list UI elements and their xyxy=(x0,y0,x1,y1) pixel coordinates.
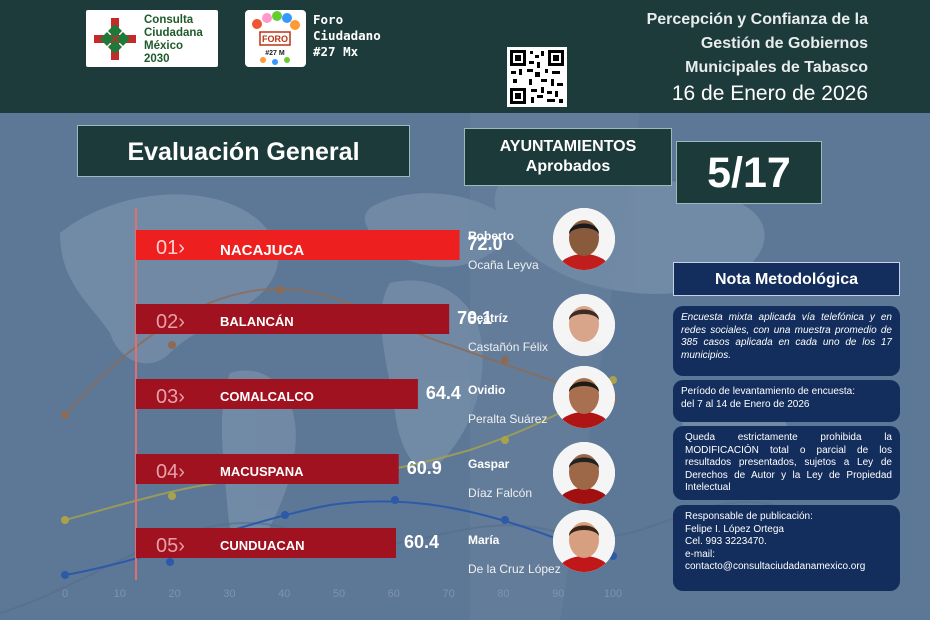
x-tick-label: 70 xyxy=(442,588,454,600)
person-photo xyxy=(553,208,615,270)
bar-balancán xyxy=(136,304,450,334)
decor-point-brown-4 xyxy=(501,356,509,364)
person-photo xyxy=(553,510,615,572)
x-tick-label: 30 xyxy=(223,588,235,600)
category-label: BALANCÁN xyxy=(220,314,294,329)
x-tick-label: 0 xyxy=(62,588,68,600)
person-first-name: Ovidio xyxy=(468,383,506,397)
person-first-name: Gaspar xyxy=(468,457,510,471)
x-tick-label: 60 xyxy=(388,588,400,600)
foro-logo: FORO #27 M xyxy=(245,10,306,67)
person-first-name: Roberto xyxy=(468,229,514,243)
avatar-icon xyxy=(553,208,615,270)
person-photo xyxy=(553,294,615,356)
header-bar: Consulta Ciudadana México 2030 FORO #27 … xyxy=(0,0,930,113)
rank-label: 02› xyxy=(156,311,185,333)
avatar-icon xyxy=(553,510,615,572)
avatar-icon xyxy=(553,366,615,428)
nota-sample-text: Encuesta mixta aplicada vía telefónica y… xyxy=(673,306,900,376)
category-label: NACAJUCA xyxy=(220,242,304,259)
nota-title: Nota Metodológica xyxy=(673,262,900,296)
decor-point-blue-1 xyxy=(166,558,174,566)
x-tick-label: 10 xyxy=(114,588,126,600)
person-last-name: Peralta Suárez xyxy=(468,412,548,426)
person-last-name: De la Cruz López xyxy=(468,562,561,576)
rank-label: 03› xyxy=(156,386,185,408)
foro-sub-text: #27 M xyxy=(265,50,285,57)
person-photo xyxy=(553,442,615,504)
avatar-icon xyxy=(553,442,615,504)
approved-label: AYUNTAMIENTOS Aprobados xyxy=(464,128,672,186)
value-label: 70.1 xyxy=(457,308,492,328)
nota-contact: Responsable de publicación: Felipe I. Ló… xyxy=(673,505,900,591)
consulta-logo-text: Consulta Ciudadana México 2030 xyxy=(144,14,203,65)
decor-point-blue-4 xyxy=(501,516,509,524)
rank-label: 05› xyxy=(156,535,185,557)
avatar-icon xyxy=(553,294,615,356)
foro-text: Foro Ciudadano #27 Mx xyxy=(313,12,381,59)
person-photo xyxy=(553,366,615,428)
decor-point-brown-0 xyxy=(61,411,69,419)
decor-point-brown-1 xyxy=(168,341,176,349)
decor-point-blue-0 xyxy=(61,571,69,579)
x-tick-label: 20 xyxy=(168,588,180,600)
category-label: CUNDUACAN xyxy=(220,538,305,553)
person-first-name: María xyxy=(468,533,500,547)
decor-point-olive-0 xyxy=(61,516,69,524)
contact-email[interactable]: contacto@consultaciudadanamexico.org xyxy=(685,561,866,572)
x-tick-label: 40 xyxy=(278,588,290,600)
decor-point-blue-3 xyxy=(391,496,399,504)
person-first-name: Beatríz xyxy=(468,311,509,325)
consulta-logo: Consulta Ciudadana México 2030 xyxy=(86,10,218,67)
foro-people-icon: FORO #27 M xyxy=(252,11,300,65)
value-label: 60.9 xyxy=(407,458,442,478)
x-tick-label: 50 xyxy=(333,588,345,600)
x-tick-label: 80 xyxy=(497,588,509,600)
bar-comalcalco xyxy=(136,379,418,409)
person-last-name: Castañón Félix xyxy=(468,340,549,354)
nota-period-text: Período de levantamiento de encuesta: de… xyxy=(673,380,900,422)
decor-point-brown-2 xyxy=(276,286,284,294)
nota-copyright-text: Queda estrictamente prohibida la MODIFIC… xyxy=(673,426,900,500)
decor-point-blue-2 xyxy=(281,511,289,519)
x-tick-label: 90 xyxy=(552,588,564,600)
x-tick-label: 100 xyxy=(604,588,622,600)
header-title: Percepción y Confianza de la Gestión de … xyxy=(647,8,868,108)
foro-badge-text: FORO xyxy=(262,34,288,44)
qr-code-icon[interactable] xyxy=(507,47,567,107)
person-last-name: Ocaña Leyva xyxy=(468,258,539,272)
section-title: Evaluación General xyxy=(77,125,410,177)
bar-macuspana xyxy=(136,454,399,484)
bar-nacajuca xyxy=(136,230,460,260)
rank-label: 04› xyxy=(156,461,185,483)
header-date: 16 de Enero de 2026 xyxy=(671,82,868,105)
value-label: 72.0 xyxy=(468,234,503,254)
bar-cunduacan xyxy=(136,528,396,558)
person-last-name: Díaz Falcón xyxy=(468,486,533,500)
category-label: COMALCALCO xyxy=(220,389,314,404)
value-label: 64.4 xyxy=(426,383,461,403)
approved-count: 5/17 xyxy=(676,141,822,204)
decor-point-olive-1 xyxy=(168,492,176,500)
cross-logo-icon xyxy=(94,18,136,60)
value-label: 60.4 xyxy=(404,532,439,552)
rank-label: 01› xyxy=(156,237,185,259)
category-label: MACUSPANA xyxy=(220,464,304,479)
decor-point-olive-4 xyxy=(501,436,509,444)
